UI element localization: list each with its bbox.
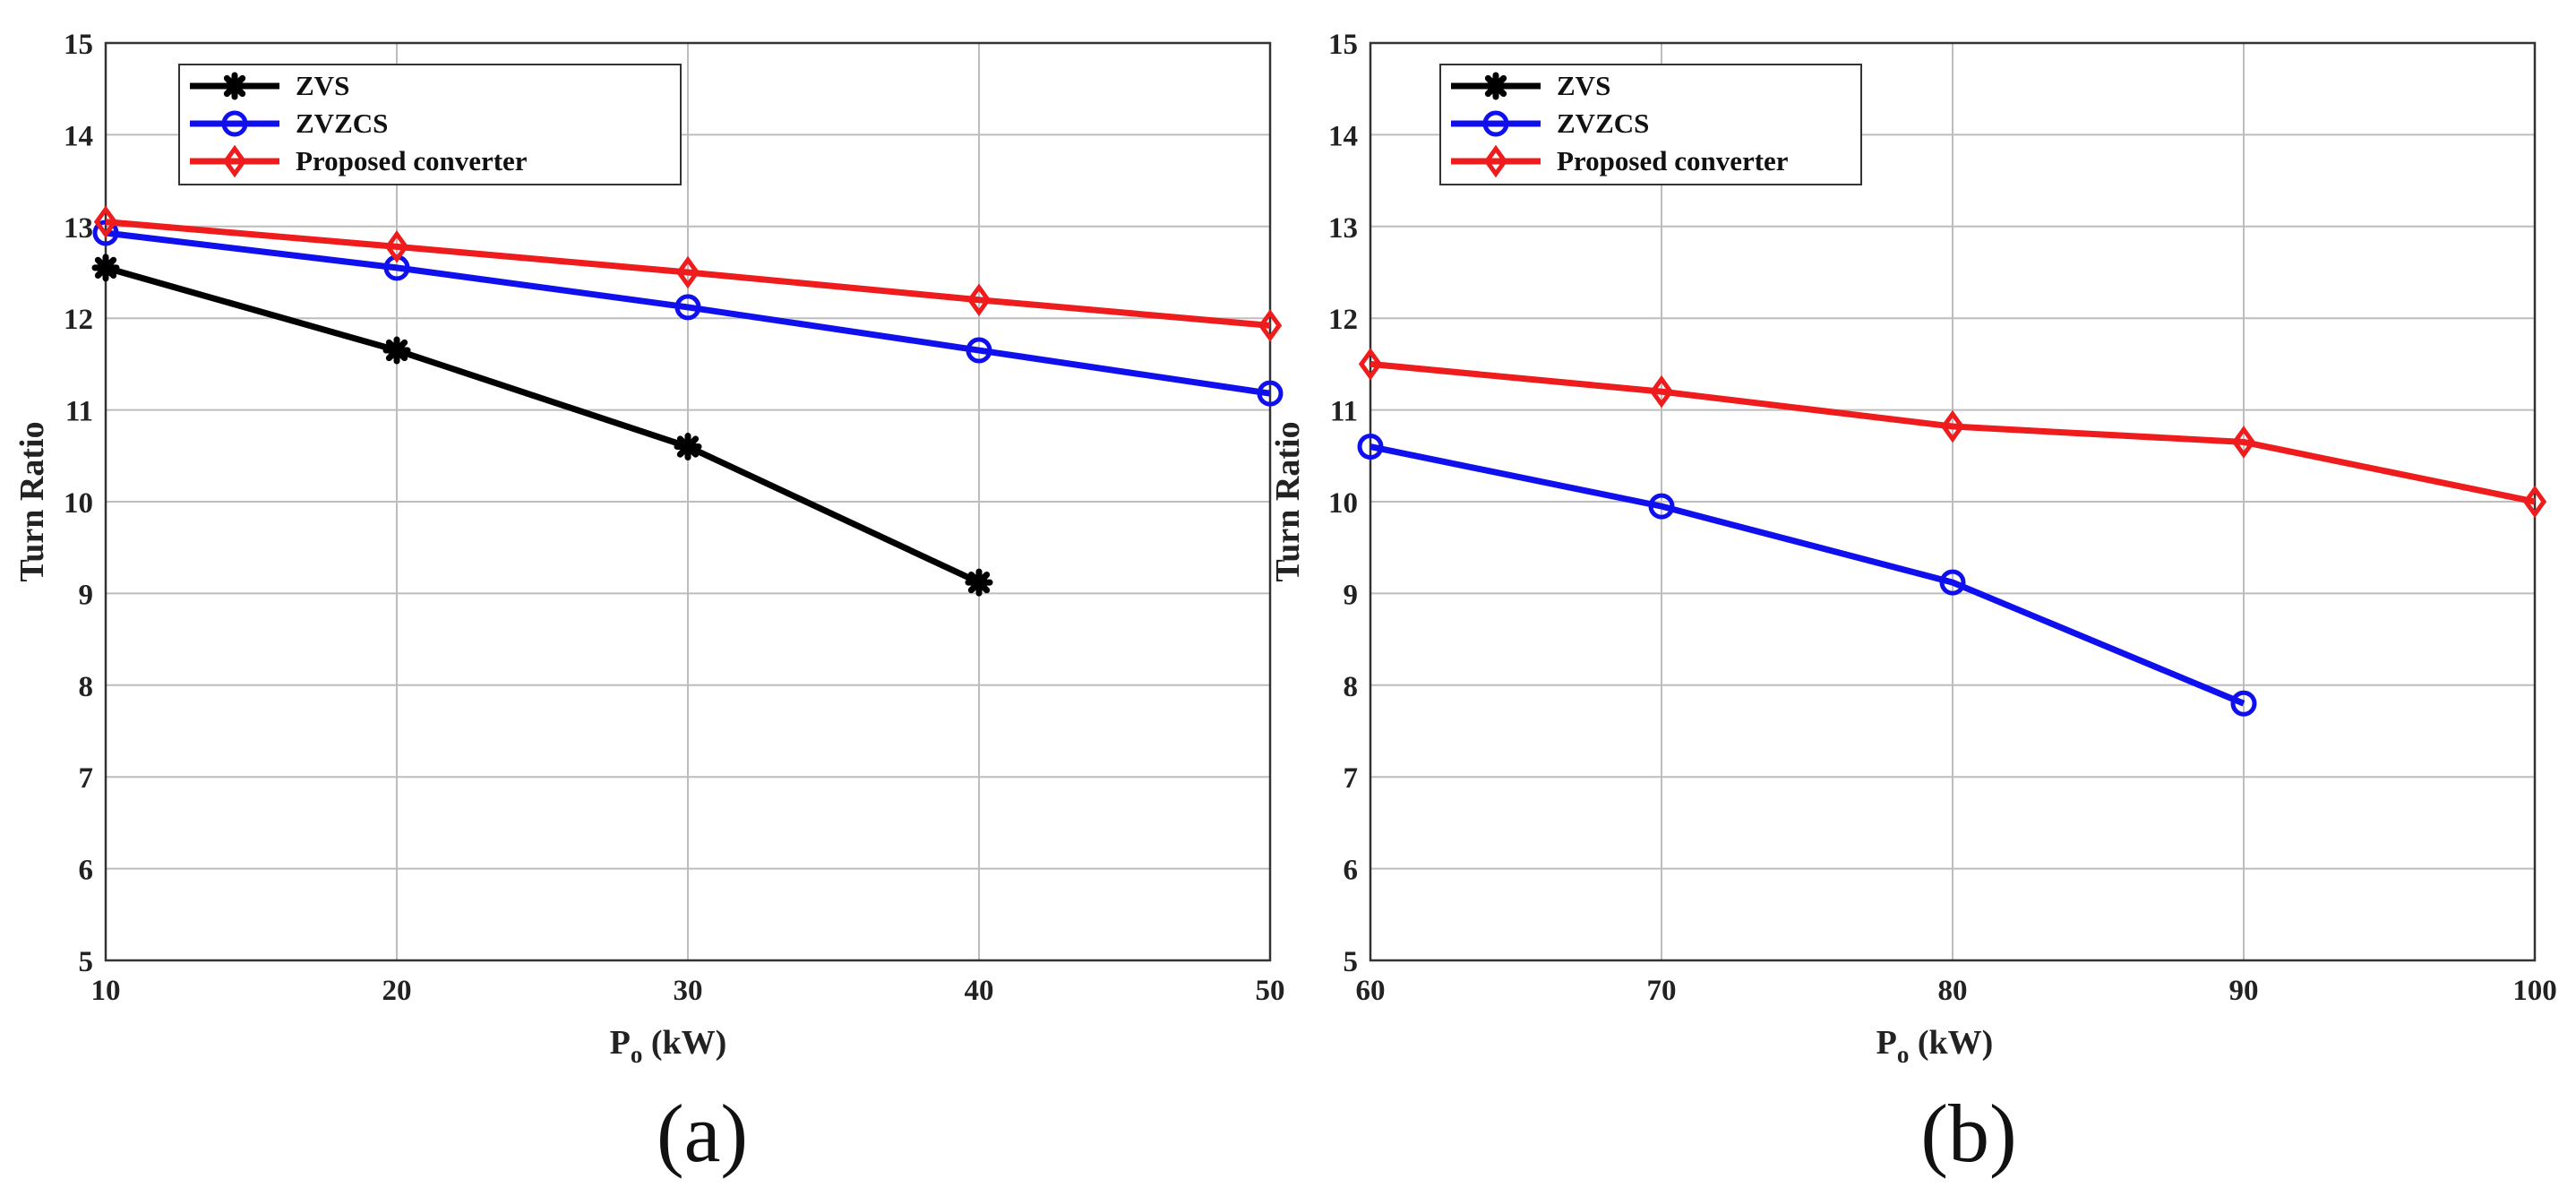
legend-marker	[1483, 144, 1508, 178]
data-point	[1257, 380, 1284, 407]
y-tick-label: 9	[79, 579, 94, 611]
data-point	[2230, 690, 2257, 717]
y-tick-label: 11	[65, 396, 93, 428]
y-tick-label: 12	[1328, 304, 1358, 336]
data-point	[674, 294, 701, 321]
x-tick-label: 90	[2229, 975, 2259, 1007]
y-tick-label: 6	[79, 855, 94, 887]
legend-marker	[222, 144, 247, 178]
data-point	[966, 283, 992, 316]
y-tick-label: 12	[64, 304, 93, 336]
legend: ZVS ZVZCS Proposed converter	[1439, 64, 1862, 185]
legend-marker	[220, 72, 249, 100]
x-tick-label: 70	[1647, 975, 1677, 1007]
x-tick-label: 80	[1938, 975, 1968, 1007]
legend-entry: ZVZCS	[296, 108, 388, 139]
legend-marker	[1482, 110, 1509, 137]
series-line	[1370, 443, 2245, 707]
axes-frame	[104, 41, 1272, 962]
x-tick-label: 40	[965, 975, 994, 1007]
y-tick-label: 11	[1330, 396, 1358, 428]
y-tick-label: 15	[64, 29, 93, 61]
y-tick-label: 7	[79, 762, 94, 795]
x-axis-label: Po (kW)	[1876, 1024, 1994, 1068]
y-tick-label: 8	[1344, 671, 1359, 703]
y-tick-label: 14	[64, 120, 93, 152]
y-tick-label: 6	[1344, 855, 1359, 887]
series-proposed-converter	[93, 205, 1283, 342]
data-point	[1358, 348, 1383, 381]
y-tick-label: 9	[1344, 579, 1359, 611]
y-tick-label: 15	[1328, 29, 1358, 61]
y-tick-label: 5	[79, 946, 94, 978]
y-tick-label: 5	[1344, 946, 1359, 978]
data-point	[384, 230, 409, 263]
y-tick-label: 14	[1328, 120, 1358, 152]
series-line	[105, 264, 981, 586]
y-tick-label: 8	[79, 671, 94, 703]
x-tick-label: 30	[674, 975, 703, 1007]
series-zvzcs	[1357, 434, 2257, 717]
y-tick-label: 10	[64, 487, 93, 520]
legend-marker	[1481, 72, 1510, 100]
panel-label: (b)	[1920, 1088, 2016, 1179]
series-zvs	[91, 254, 993, 597]
data-point	[1258, 309, 1283, 342]
series-line	[1370, 360, 2536, 505]
legend-marker	[221, 110, 248, 137]
data-point	[2522, 485, 2547, 519]
x-tick-label: 20	[382, 975, 412, 1007]
legend: ZVS ZVZCS Proposed converter	[178, 64, 682, 185]
y-axis-label: Turn Ratio	[13, 421, 51, 581]
x-tick-label: 100	[2512, 975, 2557, 1007]
chart-panel-b: 60 70 80 90 100 5 6 7 8 9 10 11 12 13 14 15 Po (kW) Turn …	[1269, 29, 2557, 1179]
chart-panel-a: 10 20 30 40 50 5 6 7 8 9 10 11 12 13 14 15 Po (kW) Turn R…	[13, 29, 1285, 1179]
data-point	[1649, 374, 1674, 409]
y-tick-label: 7	[1344, 762, 1359, 795]
legend-entry: Proposed converter	[296, 145, 528, 176]
data-point	[965, 568, 993, 597]
panel-label: (a)	[657, 1088, 748, 1179]
x-tick-label: 50	[1256, 975, 1285, 1007]
data-point	[1940, 409, 1965, 443]
legend-entry: ZVS	[296, 70, 349, 101]
data-point	[2231, 426, 2256, 459]
x-tick-label: 60	[1356, 975, 1386, 1007]
y-tick-label: 10	[1328, 487, 1358, 520]
data-point	[675, 255, 700, 289]
x-tick-label: 10	[91, 975, 121, 1007]
data-point	[93, 205, 118, 238]
data-point	[1939, 569, 1966, 596]
series-line	[105, 229, 1271, 397]
series-line	[105, 219, 1271, 329]
data-point	[1357, 434, 1384, 460]
legend-entry: ZVS	[1557, 70, 1610, 101]
y-axis-label: Turn Ratio	[1269, 421, 1307, 581]
x-axis-label: Po (kW)	[610, 1024, 727, 1068]
data-point	[1648, 493, 1675, 520]
legend-entry: Proposed converter	[1557, 145, 1789, 176]
data-point	[91, 254, 120, 282]
data-point	[966, 337, 992, 364]
series-proposed-converter	[1358, 348, 2547, 519]
y-tick-label: 13	[64, 212, 93, 245]
legend-entry: ZVZCS	[1557, 108, 1649, 139]
data-point	[674, 433, 702, 461]
data-point	[382, 336, 411, 365]
y-tick-label: 13	[1328, 212, 1358, 245]
